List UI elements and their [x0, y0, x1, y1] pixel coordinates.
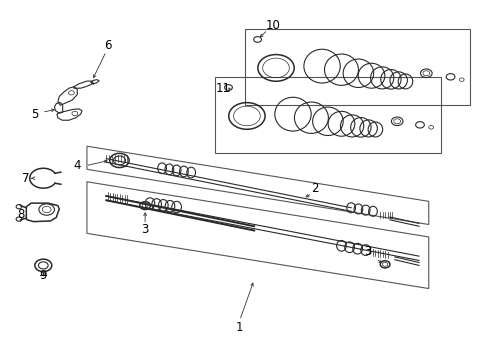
Text: 1: 1 [235, 321, 243, 334]
Text: 8: 8 [17, 208, 24, 221]
Text: 7: 7 [21, 172, 29, 185]
Text: 3: 3 [364, 246, 371, 258]
Text: 10: 10 [264, 19, 280, 32]
Text: 6: 6 [104, 39, 111, 52]
Text: 11: 11 [215, 82, 230, 95]
Text: 9: 9 [40, 269, 47, 282]
Text: 3: 3 [141, 223, 148, 236]
Text: 2: 2 [310, 183, 318, 195]
Text: 5: 5 [31, 108, 39, 121]
Text: 4: 4 [73, 159, 81, 172]
